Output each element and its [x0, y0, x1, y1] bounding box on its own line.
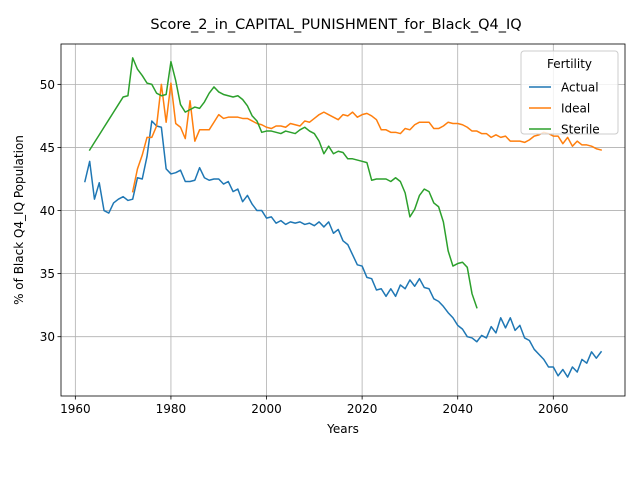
legend-title: Fertility — [547, 57, 592, 71]
series-line-ideal — [131, 82, 603, 193]
legend-label-actual: Actual — [561, 81, 599, 95]
y-tick-label: 35 — [40, 267, 55, 281]
legend-box — [520, 50, 619, 135]
x-tick-label: 1980 — [156, 402, 187, 416]
y-tick-label: 30 — [40, 330, 55, 344]
x-tick-label: 1960 — [60, 402, 91, 416]
plot-area-frame — [60, 43, 626, 397]
legend: Fertility Actual Ideal Sterile — [520, 50, 619, 137]
series-lines — [83, 57, 603, 378]
legend-entries: Actual Ideal Sterile — [529, 81, 600, 137]
chart-title: Score_2_in_CAPITAL_PUNISHMENT_for_Black_… — [150, 17, 521, 33]
x-axis-label: Years — [326, 422, 359, 436]
series-line-actual — [83, 120, 603, 378]
y-axis-label: % of Black Q4_IQ Population — [12, 135, 26, 305]
y-tick-label: 50 — [40, 78, 55, 92]
axis-ticks: 1960 1980 2000 2020 2040 2060 30 35 40 45 50 — [40, 78, 569, 416]
legend-label-ideal: Ideal — [561, 102, 590, 116]
legend-label-sterile: Sterile — [561, 123, 600, 137]
y-tick-label: 45 — [40, 141, 55, 155]
y-tick-label: 40 — [40, 204, 55, 218]
x-tick-label: 2020 — [347, 402, 378, 416]
x-tick-label: 2060 — [538, 402, 569, 416]
series-line-sterile — [88, 57, 478, 309]
x-tick-label: 2000 — [251, 402, 282, 416]
x-tick-label: 2040 — [442, 402, 473, 416]
